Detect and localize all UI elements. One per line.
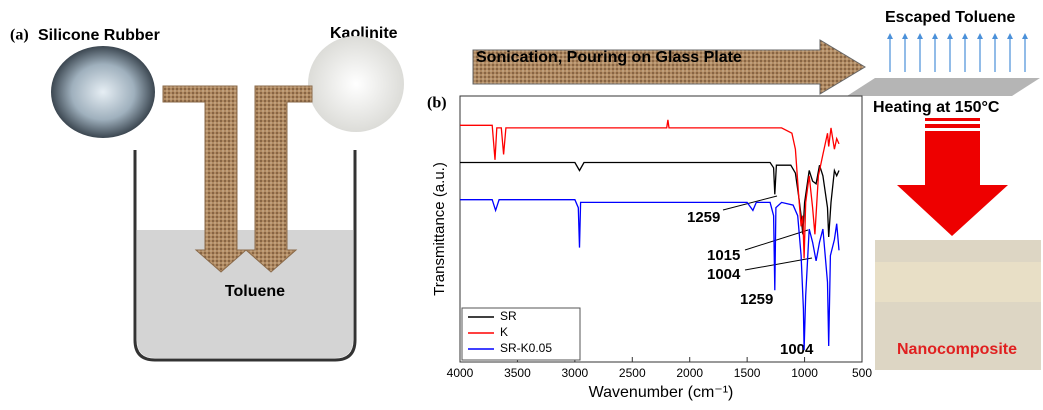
liquid [137, 230, 353, 358]
spectrum [460, 199, 840, 351]
arrow [162, 85, 248, 273]
annotation: 1015 [707, 247, 740, 264]
label: Sonication, Pouring on Glass Plate [476, 49, 742, 66]
x-tick-label: 2500 [619, 366, 646, 380]
x-tick-label: 4000 [447, 366, 474, 380]
panel-label: (b) [427, 95, 447, 112]
plot: Wavenumber (cm⁻¹) Transmittance (a.u.) 1… [431, 95, 872, 401]
annotations: 1259 1015 1004 1259 1004 [687, 195, 814, 358]
label: Escaped Toluene [885, 9, 1016, 26]
label: Heating at 150°C [873, 99, 1000, 116]
panel-label: (a) [10, 27, 29, 44]
sample-photo [875, 240, 1041, 370]
beaker [133, 150, 357, 362]
x-tick-label: 3000 [562, 366, 589, 380]
legend-label: SR [500, 309, 517, 323]
label: Toluene [225, 283, 285, 300]
legend-label: K [500, 325, 508, 339]
label: Silicone Rubber [38, 27, 160, 44]
vapor [887, 33, 1028, 72]
photo [308, 36, 404, 132]
x-tick-label: 1500 [734, 366, 761, 380]
leader [744, 229, 809, 251]
annotation: 1004 [780, 341, 814, 358]
x-tick-label: 1000 [791, 366, 818, 380]
y-axis-label: Transmittance (a.u.) [431, 162, 448, 296]
annotation: 1259 [687, 209, 720, 226]
x-axis-label: Wavenumber (cm⁻¹) [589, 384, 734, 401]
sample-film [875, 262, 1041, 302]
x-tick-label: 3500 [504, 366, 531, 380]
annotation: 1004 [707, 266, 741, 283]
annotation: 1259 [740, 291, 773, 308]
leader [722, 195, 778, 211]
x-tick-label: 500 [852, 366, 872, 380]
label: Nanocomposite [897, 341, 1017, 358]
spectrum [460, 119, 840, 259]
heat-arrow [897, 118, 1008, 236]
photo [51, 46, 155, 138]
plot-frame [459, 95, 863, 363]
arrow [472, 39, 866, 95]
arrow [244, 85, 313, 273]
legend: SR K SR-K0.05 [461, 307, 581, 361]
plate [847, 78, 1040, 96]
legend-label: SR-K0.05 [500, 341, 552, 355]
x-tick-label: 2000 [676, 366, 703, 380]
